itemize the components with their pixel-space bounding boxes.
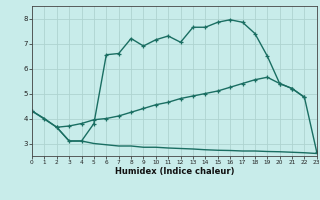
X-axis label: Humidex (Indice chaleur): Humidex (Indice chaleur) <box>115 167 234 176</box>
